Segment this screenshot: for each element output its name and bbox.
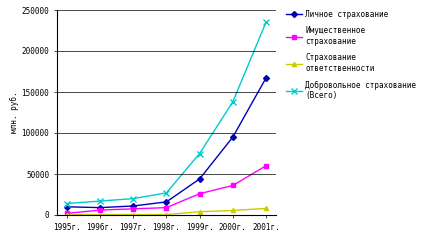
- Личное страхование: [64, 205, 70, 208]
- Страхование
ответственности: [164, 213, 169, 216]
- Страхование
ответственности: [197, 210, 202, 213]
- Личное страхование: [164, 200, 169, 203]
- Страхование
ответственности: [97, 213, 102, 216]
- Имущественное
страхование: [197, 192, 202, 195]
- Имущественное
страхование: [64, 212, 70, 215]
- Страхование
ответственности: [64, 213, 70, 216]
- Имущественное
страхование: [230, 184, 236, 187]
- Y-axis label: млн. руб.: млн. руб.: [10, 92, 19, 133]
- Line: Личное страхование: Личное страхование: [65, 76, 268, 210]
- Личное страхование: [131, 204, 136, 208]
- Добровольное страхование
(Всего): [230, 100, 236, 103]
- Добровольное страхование
(Всего): [97, 200, 102, 202]
- Личное страхование: [197, 178, 202, 180]
- Страхование
ответственности: [131, 213, 136, 216]
- Имущественное
страхование: [263, 164, 268, 167]
- Line: Имущественное
страхование: Имущественное страхование: [65, 164, 268, 216]
- Страхование
ответственности: [230, 209, 236, 212]
- Добровольное страхование
(Всего): [164, 191, 169, 194]
- Имущественное
страхование: [97, 208, 102, 212]
- Страхование
ответственности: [263, 207, 268, 210]
- Имущественное
страхование: [164, 206, 169, 209]
- Legend: Личное страхование, Имущественное
страхование, Страхование
ответственности, Добр: Личное страхование, Имущественное страхо…: [286, 10, 417, 100]
- Добровольное страхование
(Всего): [64, 202, 70, 205]
- Личное страхование: [97, 206, 102, 209]
- Личное страхование: [263, 76, 268, 80]
- Добровольное страхование
(Всего): [197, 152, 202, 155]
- Добровольное страхование
(Всего): [131, 197, 136, 200]
- Личное страхование: [230, 136, 236, 138]
- Line: Добровольное страхование
(Всего): Добровольное страхование (Всего): [64, 20, 269, 206]
- Добровольное страхование
(Всего): [263, 21, 268, 24]
- Line: Страхование
ответственности: Страхование ответственности: [65, 206, 268, 217]
- Имущественное
страхование: [131, 207, 136, 210]
